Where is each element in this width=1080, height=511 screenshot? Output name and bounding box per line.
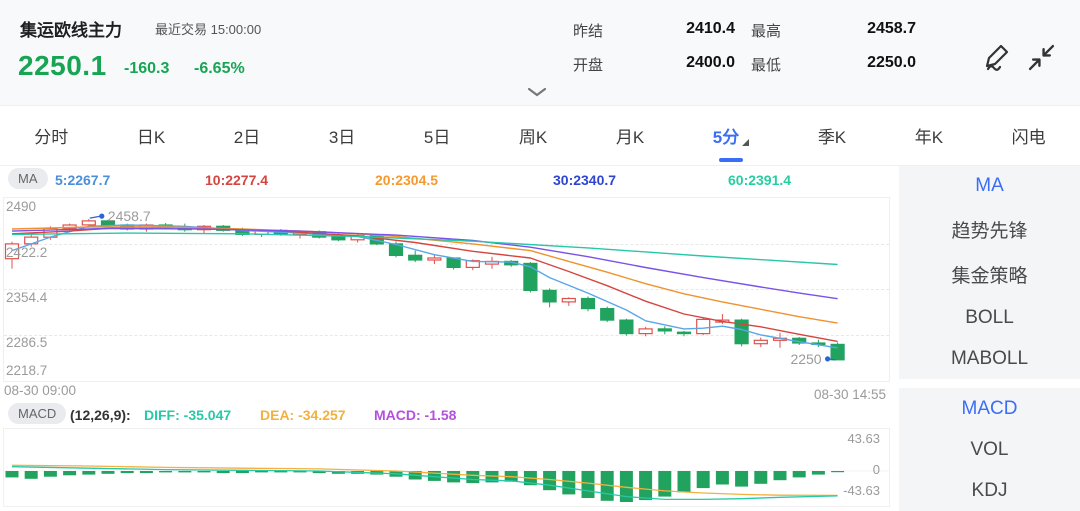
- y-axis-tick: 2422.2: [6, 245, 48, 260]
- macd-badge[interactable]: MACD: [8, 403, 67, 424]
- macd-diff-value: DIFF: -35.047: [144, 407, 232, 423]
- gridline: [4, 244, 889, 245]
- quote-value-prev-settle: 2410.4: [686, 20, 735, 37]
- tab-monthly[interactable]: 月K: [615, 128, 645, 147]
- macd-params: (12,26,9):: [70, 407, 131, 423]
- macd-canvas[interactable]: [4, 429, 889, 506]
- macd-axis-zero: 0: [872, 462, 880, 477]
- x-axis-end-time: 08-30 14:55: [813, 387, 886, 402]
- gridline: [4, 289, 889, 290]
- tab-3day[interactable]: 3日: [328, 128, 356, 147]
- tab-quarterly[interactable]: 季K: [817, 128, 847, 147]
- tab-daily[interactable]: 日K: [136, 128, 166, 147]
- kline-chart-area[interactable]: 2458.7 2250: [3, 197, 890, 382]
- sidebar-item-trend-pioneer[interactable]: 趋势先锋: [951, 220, 1028, 242]
- quote-value-low: 2250.0: [867, 54, 916, 71]
- sidebar-item-kdj[interactable]: KDJ: [971, 479, 1008, 501]
- ma60-value: 60:2391.4: [728, 172, 792, 188]
- sidebar-item-vol[interactable]: VOL: [970, 438, 1009, 460]
- ma-indicator-row: MA 5:2267.7 10:2277.4 20:2304.5 30:2340.…: [8, 168, 888, 194]
- x-axis-start-time: 08-30 09:00: [4, 383, 77, 398]
- svg-text:2458.7: 2458.7: [108, 208, 151, 224]
- tab-5day[interactable]: 5日: [423, 128, 451, 147]
- quote-label-prev-settle: 昨结: [573, 23, 604, 40]
- ma30-value: 30:2340.7: [553, 172, 617, 188]
- header: 集运欧线主力 最近交易 15:00:00 2250.1 -160.3 -6.65…: [0, 0, 1080, 106]
- tab-yearly[interactable]: 年K: [914, 128, 944, 147]
- quote-grid: 昨结 2410.4 最高 2458.7 开盘 2400.0 最低 2250.0: [573, 20, 916, 75]
- macd-axis-min: -43.63: [843, 483, 880, 498]
- tab-5min[interactable]: 5分: [711, 117, 751, 154]
- ma20-value: 20:2304.5: [375, 172, 439, 188]
- price-change: -160.3: [124, 60, 170, 77]
- quote-value-open: 2400.0: [686, 54, 735, 71]
- y-axis-tick: 2218.7: [6, 363, 48, 378]
- ma-badge[interactable]: MA: [8, 168, 48, 189]
- y-axis-tick: 2490: [6, 199, 37, 214]
- tab-5min-label: 5分: [712, 128, 740, 147]
- chevron-down-icon[interactable]: [526, 85, 548, 103]
- draw-pen-icon[interactable]: [980, 42, 1012, 79]
- indicator-sidebar-sub: MACD VOL KDJ: [899, 388, 1080, 511]
- sidebar-item-maboll[interactable]: MABOLL: [950, 347, 1029, 369]
- tab-flash[interactable]: 闪电: [1011, 128, 1046, 147]
- period-tabbar: 分时 日K 2日 3日 5日 周K 月K 5分 季K 年K 闪电: [0, 106, 1080, 166]
- svg-text:2250: 2250: [790, 351, 821, 367]
- tab-weekly[interactable]: 周K: [518, 128, 548, 147]
- quote-label-high: 最高: [751, 23, 782, 40]
- quote-label-low: 最低: [751, 57, 782, 74]
- sidebar-item-boll[interactable]: BOLL: [965, 307, 1014, 329]
- macd-axis-max: 43.63: [847, 431, 880, 446]
- collapse-window-icon[interactable]: [1028, 44, 1055, 76]
- price-change-percent: -6.65%: [194, 60, 245, 77]
- kline-canvas[interactable]: 2458.7 2250: [4, 198, 889, 381]
- ma5-value: 5:2267.7: [55, 172, 111, 188]
- indicator-sidebar-main: MA 趋势先锋 集金策略 BOLL MABOLL: [899, 166, 1080, 379]
- last-trade-time: 最近交易 15:00:00: [155, 22, 262, 37]
- sidebar-item-jijin-strategy[interactable]: 集金策略: [951, 266, 1028, 288]
- y-axis-tick: 2286.5: [6, 335, 48, 350]
- macd-indicator-row: MACD (12,26,9): DIFF: -35.047 DEA: -34.2…: [8, 403, 456, 427]
- sidebar-item-macd[interactable]: MACD: [961, 397, 1018, 419]
- instrument-title: 集运欧线主力: [20, 21, 122, 40]
- quote-label-open: 开盘: [573, 57, 604, 74]
- sidebar-item-ma[interactable]: MA: [975, 175, 1004, 197]
- macd-chart-area[interactable]: [3, 428, 890, 507]
- ma10-value: 10:2277.4: [205, 172, 269, 188]
- gridline: [4, 335, 889, 336]
- last-price: 2250.1: [18, 50, 107, 81]
- macd-value: MACD: -1.58: [374, 407, 457, 423]
- tab-2day[interactable]: 2日: [233, 128, 261, 147]
- macd-dea-value: DEA: -34.257: [260, 407, 346, 423]
- y-axis-tick: 2354.4: [6, 290, 48, 305]
- tab-dropdown-caret-icon: [742, 139, 750, 146]
- tab-minute[interactable]: 分时: [34, 128, 69, 147]
- quote-value-high: 2458.7: [867, 20, 916, 37]
